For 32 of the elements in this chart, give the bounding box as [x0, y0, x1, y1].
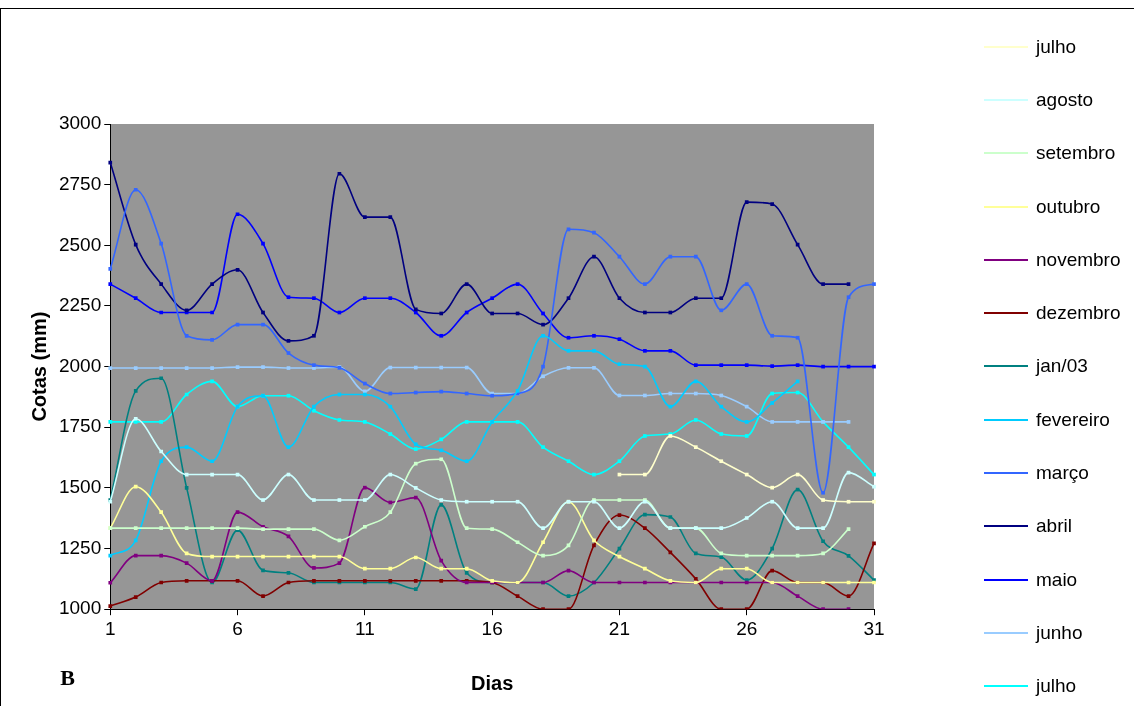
legend-label: abril [1036, 515, 1072, 538]
x-tick-label: 21 [608, 617, 630, 639]
legend-label: junho [1036, 621, 1083, 644]
legend-label: dezembro [1036, 302, 1121, 325]
legend-label: maio [1036, 568, 1078, 591]
x-tick-label: 16 [481, 617, 503, 639]
y-tick-label: 1500 [58, 476, 102, 498]
legend-label: julho [1036, 675, 1077, 698]
legend-label: jan/03 [1036, 355, 1088, 378]
y-tick-label: 1250 [58, 536, 102, 558]
legend-label: julho [1036, 35, 1077, 58]
legend-label: novembro [1036, 248, 1121, 271]
x-tick-label: 1 [104, 617, 116, 639]
y-tick-label: 2000 [58, 354, 102, 376]
x-tick-label: 11 [354, 617, 375, 639]
y-tick-label: 3000 [58, 112, 102, 134]
legend-label: setembro [1036, 142, 1116, 165]
y-tick-label: 1000 [58, 597, 102, 619]
x-tick-label: 31 [863, 617, 885, 639]
y-tick-label: 1750 [58, 415, 102, 437]
legend-label: março [1036, 462, 1089, 485]
y-tick-label: 2750 [58, 172, 102, 194]
y-tick-label: 2500 [58, 233, 102, 255]
y-axis-title: Cotas (mm) [27, 311, 50, 422]
x-tick-label: 6 [232, 617, 243, 639]
legend-label: outubro [1036, 195, 1101, 218]
text: B [60, 664, 76, 690]
x-tick-label: 26 [736, 617, 758, 639]
legend-label: fevereiro [1036, 408, 1110, 431]
y-tick-label: 2250 [58, 294, 102, 316]
x-axis-title: Dias [471, 671, 514, 694]
legend-label: agosto [1036, 88, 1094, 111]
